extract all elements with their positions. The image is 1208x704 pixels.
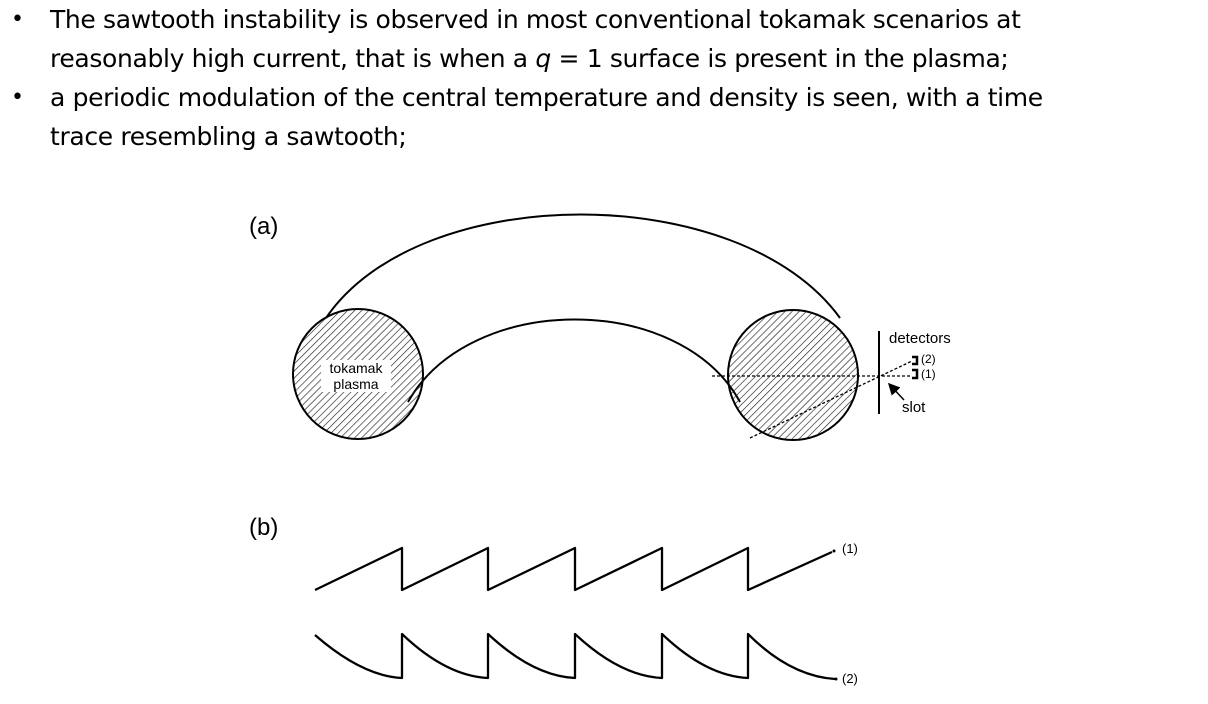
detectors-label: detectors xyxy=(889,330,951,347)
bullet-1-line-2: reasonably high current, that is when a … xyxy=(50,39,1208,78)
plasma-label-line-1: tokamak xyxy=(330,360,384,376)
trace-1-label: (1) xyxy=(842,541,858,556)
trace-2-endpoint xyxy=(834,677,838,681)
plasma-label-background xyxy=(321,360,391,392)
detector-2-label: (2) xyxy=(921,352,936,366)
detector-assembly xyxy=(878,331,919,414)
trace-1-endpoint xyxy=(832,549,836,553)
bullet-item-1: • The sawtooth instability is observed i… xyxy=(0,0,1208,78)
sawtooth-trace-1 xyxy=(314,546,833,592)
bullet-2-line-1: a periodic modulation of the central tem… xyxy=(50,83,1043,112)
bullet-marker: • xyxy=(11,85,24,110)
bullet-1-text-post: = 1 surface is present in the plasma; xyxy=(550,44,1009,73)
detector-bracket-2 xyxy=(912,355,919,366)
bullet-marker: • xyxy=(11,7,24,32)
detector-1-label: (1) xyxy=(921,367,936,381)
tokamak-torus xyxy=(325,213,841,403)
panel-a-label: (a) xyxy=(249,213,278,240)
bullet-2-line-2: trace resembling a sawtooth; xyxy=(50,122,407,151)
plasma-label-line-2: plasma xyxy=(333,376,378,392)
plasma-cross-section-right xyxy=(727,309,859,441)
bullet-list: • The sawtooth instability is observed i… xyxy=(0,0,1208,156)
torus-inner-arc xyxy=(407,318,741,403)
bullet-1-text-pre: reasonably high current, that is when a xyxy=(50,44,536,73)
slot-label: slot xyxy=(902,399,926,416)
q-symbol: q xyxy=(535,44,551,73)
slot-pointer-arrow xyxy=(887,382,905,401)
trace-2-label: (2) xyxy=(842,671,858,686)
sawtooth-trace-2 xyxy=(314,632,836,681)
detector-bracket-1 xyxy=(912,368,919,380)
bullet-1-line-1: The sawtooth instability is observed in … xyxy=(50,5,1021,34)
bullet-item-2: • a periodic modulation of the central t… xyxy=(0,78,1208,156)
plasma-cross-section-left: tokamak plasma xyxy=(292,308,424,440)
panel-b-label: (b) xyxy=(249,514,278,541)
torus-outer-arc xyxy=(325,213,841,319)
